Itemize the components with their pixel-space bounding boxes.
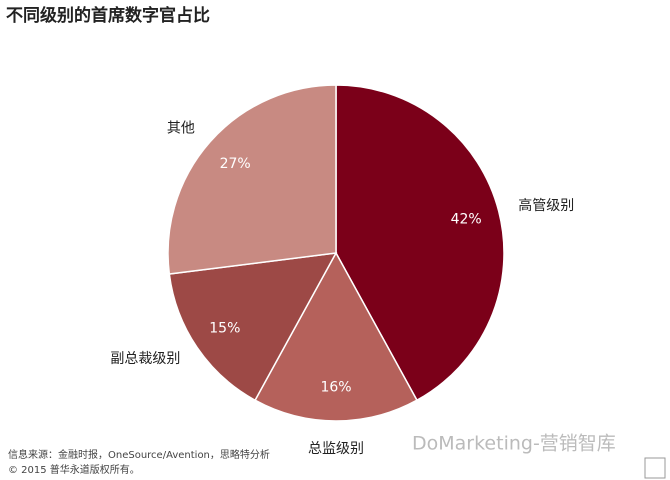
pie-slice — [168, 252, 338, 402]
category-label: 总监级别 — [308, 441, 364, 457]
category-label: 其他 — [167, 121, 195, 137]
copyright-note: © 2015 普华永道版权所有。 — [8, 463, 140, 476]
value-label: 42% — [451, 212, 482, 228]
category-label: 高管级别 — [518, 197, 574, 214]
value-label: 15% — [209, 321, 240, 337]
search-icon[interactable] — [644, 457, 666, 479]
pie-slice — [335, 84, 505, 402]
chart-title: 不同级别的首席数字官占比 — [6, 5, 210, 26]
value-label: 27% — [220, 156, 251, 172]
watermark: DoMarketing-营销智库 — [412, 433, 616, 455]
pie-slice — [254, 251, 418, 422]
pie-slice — [167, 84, 337, 275]
source-note: 信息来源：金融时报，OneSource/Avention，思略特分析 — [8, 448, 270, 461]
value-label: 16% — [320, 379, 351, 395]
category-label: 副总裁级别 — [110, 351, 180, 367]
